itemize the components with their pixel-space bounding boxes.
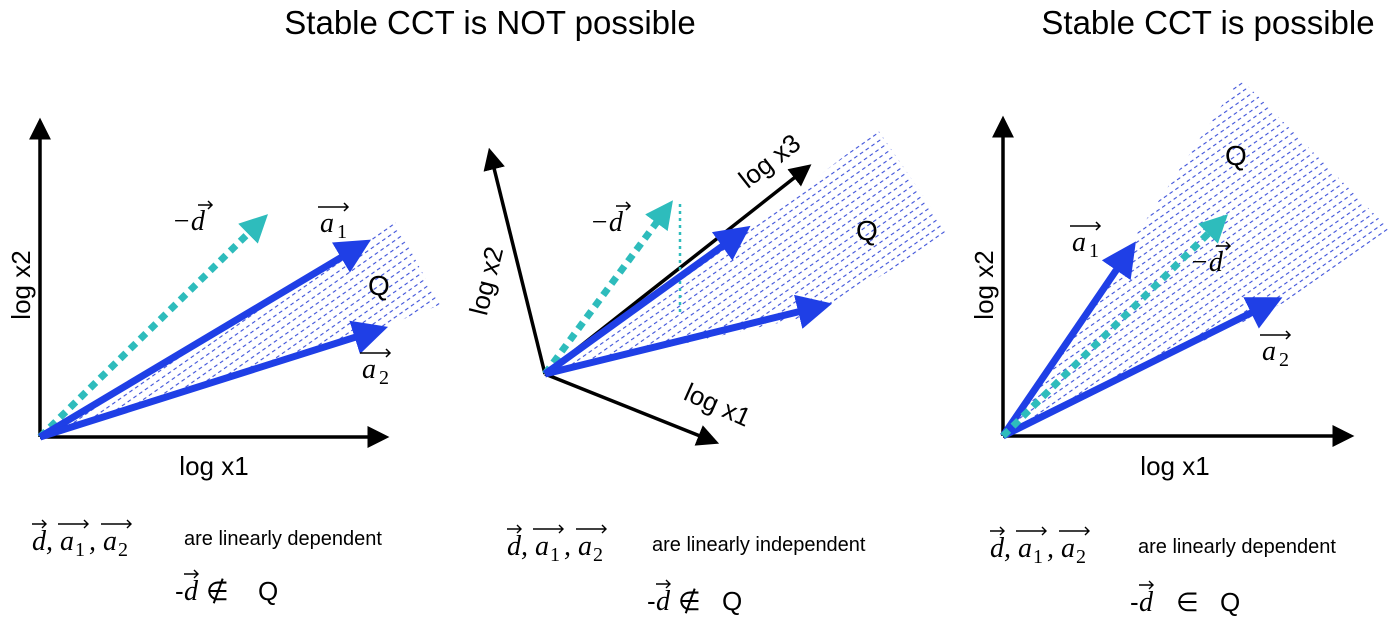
svg-text:a: a: [1072, 227, 1086, 258]
svg-text:Q: Q: [722, 586, 742, 616]
svg-text:a: a: [578, 531, 592, 562]
panel-3-label-a1: a 1: [1070, 221, 1102, 262]
panel-3-label-a2: a 2: [1260, 330, 1292, 371]
svg-text:∉: ∉: [678, 586, 701, 616]
svg-text:are linearly independent: are linearly independent: [652, 534, 866, 556]
panel-3-vector-a1: [1000, 241, 1136, 438]
panel-2-y-axis-label: log x2: [463, 244, 509, 319]
panel-3-region-q: [1003, 78, 1390, 436]
panel-3-vector-minus-d: [1000, 214, 1228, 439]
svg-text:a: a: [1061, 533, 1075, 564]
panel-2-x-axis: [544, 372, 720, 446]
panel-3-region-label: Q: [1225, 140, 1247, 171]
svg-text:2: 2: [118, 539, 128, 561]
panel-1-label-minus-d: −d: [172, 200, 214, 237]
svg-text:1: 1: [1089, 240, 1099, 262]
svg-text:are linearly dependent: are linearly dependent: [184, 528, 382, 550]
svg-text:a: a: [535, 531, 549, 562]
svg-text:-: -: [647, 586, 656, 616]
panel-1-vector-a1: [38, 239, 372, 441]
panel-2-vector-minus-d: [542, 200, 673, 377]
svg-text:Q: Q: [258, 576, 278, 606]
panel-1-label-a2: a 2: [360, 348, 392, 389]
svg-text:-: -: [1130, 587, 1139, 617]
svg-text:,: ,: [564, 531, 571, 562]
panel-3-x-axis-label: log x1: [1140, 451, 1209, 481]
panel-3-vector-a2: [1001, 297, 1283, 440]
panel-3-title: Stable CCT is possible: [1041, 4, 1374, 41]
panel-2-y-axis: [483, 147, 547, 375]
svg-text:,: ,: [521, 531, 528, 562]
svg-text:,: ,: [1047, 533, 1054, 564]
panel-2-region-label: Q: [856, 215, 878, 246]
svg-text:Q: Q: [1220, 587, 1240, 617]
svg-text:a: a: [362, 354, 376, 385]
panel-1-region-q: [40, 222, 440, 437]
panel-2: Q log x2 log x3 log x1 −d d , a 1 , a 2: [463, 128, 950, 617]
panel-1-title: Stable CCT is NOT possible: [284, 4, 695, 41]
svg-text:∈: ∈: [1176, 587, 1199, 617]
panel-1-vector-a2: [38, 320, 389, 441]
svg-text:−d: −d: [590, 207, 624, 238]
svg-text:a: a: [1262, 336, 1276, 367]
panel-2-vector-a1: [542, 225, 751, 377]
svg-text:2: 2: [379, 367, 389, 389]
svg-text:1: 1: [1033, 546, 1043, 568]
svg-text:1: 1: [337, 221, 347, 243]
panel-1-label-a1: a 1: [318, 202, 350, 243]
svg-text:a: a: [320, 208, 334, 239]
panel-1-caption: d , a 1 , a 2 are linearly dependent - d…: [32, 519, 382, 607]
svg-text:d: d: [990, 533, 1005, 564]
svg-text:,: ,: [46, 526, 53, 557]
svg-text:1: 1: [75, 539, 85, 561]
svg-text:2: 2: [1279, 349, 1289, 371]
svg-text:-: -: [175, 576, 184, 606]
svg-text:a: a: [1018, 533, 1032, 564]
svg-text:d: d: [184, 576, 199, 607]
svg-text:1: 1: [550, 544, 560, 566]
svg-text:d: d: [32, 526, 47, 557]
panel-1-vector-minus-d: [37, 214, 269, 440]
svg-text:d: d: [656, 586, 671, 617]
svg-text:d: d: [507, 531, 522, 562]
panel-1: Stable CCT is NOT possible Q log x2 log …: [6, 4, 696, 607]
svg-text:,: ,: [89, 526, 96, 557]
panel-3-caption: d , a 1 , a 2 are linearly dependent - d…: [990, 526, 1336, 618]
panel-3-y-axis-label: log x2: [969, 250, 999, 319]
panel-1-region-label: Q: [368, 270, 390, 301]
svg-text:are linearly dependent: are linearly dependent: [1138, 536, 1336, 558]
svg-text:−d: −d: [1190, 247, 1224, 278]
panel-2-x-axis-label: log x1: [680, 377, 756, 433]
svg-text:a: a: [60, 526, 74, 557]
svg-text:d: d: [1139, 587, 1154, 618]
panel-2-caption: d , a 1 , a 2 are linearly independent -…: [507, 524, 866, 617]
panel-2-z-axis-label: log x3: [733, 128, 806, 194]
panel-3: Stable CCT is possible Q log x2 log x1 a…: [969, 4, 1390, 618]
svg-text:,: ,: [1004, 533, 1011, 564]
panel-2-vector-a2: [544, 294, 833, 378]
svg-text:−d: −d: [172, 206, 206, 237]
panel-1-x-axis-label: log x1: [179, 451, 248, 481]
svg-text:∉: ∉: [206, 576, 229, 606]
svg-text:2: 2: [1076, 546, 1086, 568]
svg-text:a: a: [103, 526, 117, 557]
panel-3-label-minus-d: −d: [1190, 241, 1232, 278]
panel-2-label-minus-d: −d: [590, 201, 632, 238]
svg-text:2: 2: [593, 544, 603, 566]
panel-1-y-axis-label: log x2: [6, 250, 36, 319]
